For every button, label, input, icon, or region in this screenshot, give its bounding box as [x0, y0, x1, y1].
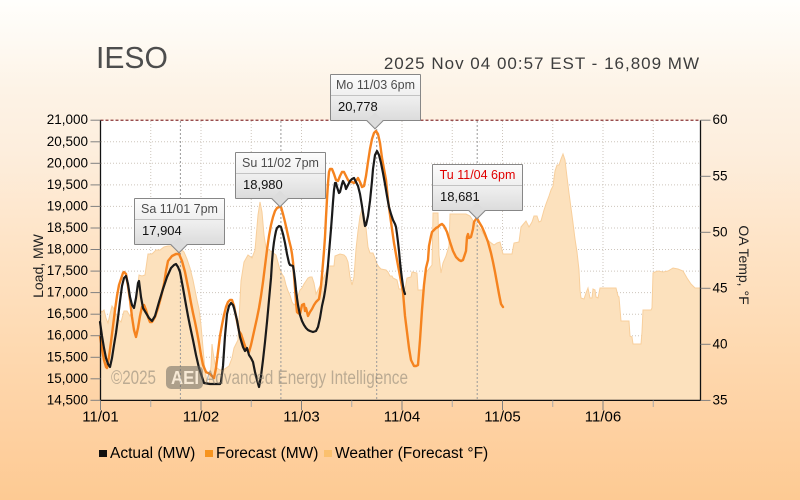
- svg-text:18,500: 18,500: [47, 220, 88, 235]
- svg-text:11/01: 11/01: [82, 409, 118, 426]
- svg-text:55: 55: [713, 168, 728, 183]
- svg-text:50: 50: [713, 224, 728, 239]
- svg-text:14,500: 14,500: [47, 392, 88, 407]
- svg-text:Load, MW: Load, MW: [30, 233, 46, 298]
- svg-text:40: 40: [713, 336, 728, 351]
- svg-text:Advanced Energy Intelligence: Advanced Energy Intelligence: [205, 368, 408, 389]
- svg-text:60: 60: [713, 112, 728, 127]
- svg-text:AEI: AEI: [171, 368, 199, 388]
- svg-text:OA Temp, °F: OA Temp, °F: [736, 225, 752, 304]
- svg-text:18,000: 18,000: [47, 242, 88, 257]
- svg-text:11/02: 11/02: [183, 409, 219, 426]
- svg-text:17,500: 17,500: [47, 263, 88, 278]
- svg-text:20,500: 20,500: [47, 134, 88, 149]
- svg-text:45: 45: [713, 280, 728, 295]
- svg-text:11/06: 11/06: [585, 409, 621, 426]
- svg-text:16,000: 16,000: [47, 328, 88, 343]
- svg-text:16,500: 16,500: [47, 306, 88, 321]
- svg-text:19,000: 19,000: [47, 198, 88, 213]
- svg-text:20,000: 20,000: [47, 155, 88, 170]
- svg-text:Forecast (MW): Forecast (MW): [216, 445, 318, 462]
- svg-text:15,500: 15,500: [47, 349, 88, 364]
- svg-text:11/05: 11/05: [484, 409, 520, 426]
- svg-text:©2025: ©2025: [111, 368, 156, 389]
- svg-text:35: 35: [713, 392, 728, 407]
- svg-text:Actual (MW): Actual (MW): [110, 445, 195, 462]
- svg-text:21,000: 21,000: [47, 112, 88, 127]
- svg-text:19,500: 19,500: [47, 177, 88, 192]
- svg-text:15,000: 15,000: [47, 371, 88, 386]
- svg-text:Weather (Forecast °F): Weather (Forecast °F): [335, 445, 488, 462]
- svg-text:11/04: 11/04: [384, 409, 420, 426]
- svg-text:11/03: 11/03: [283, 409, 319, 426]
- svg-text:17,000: 17,000: [47, 285, 88, 300]
